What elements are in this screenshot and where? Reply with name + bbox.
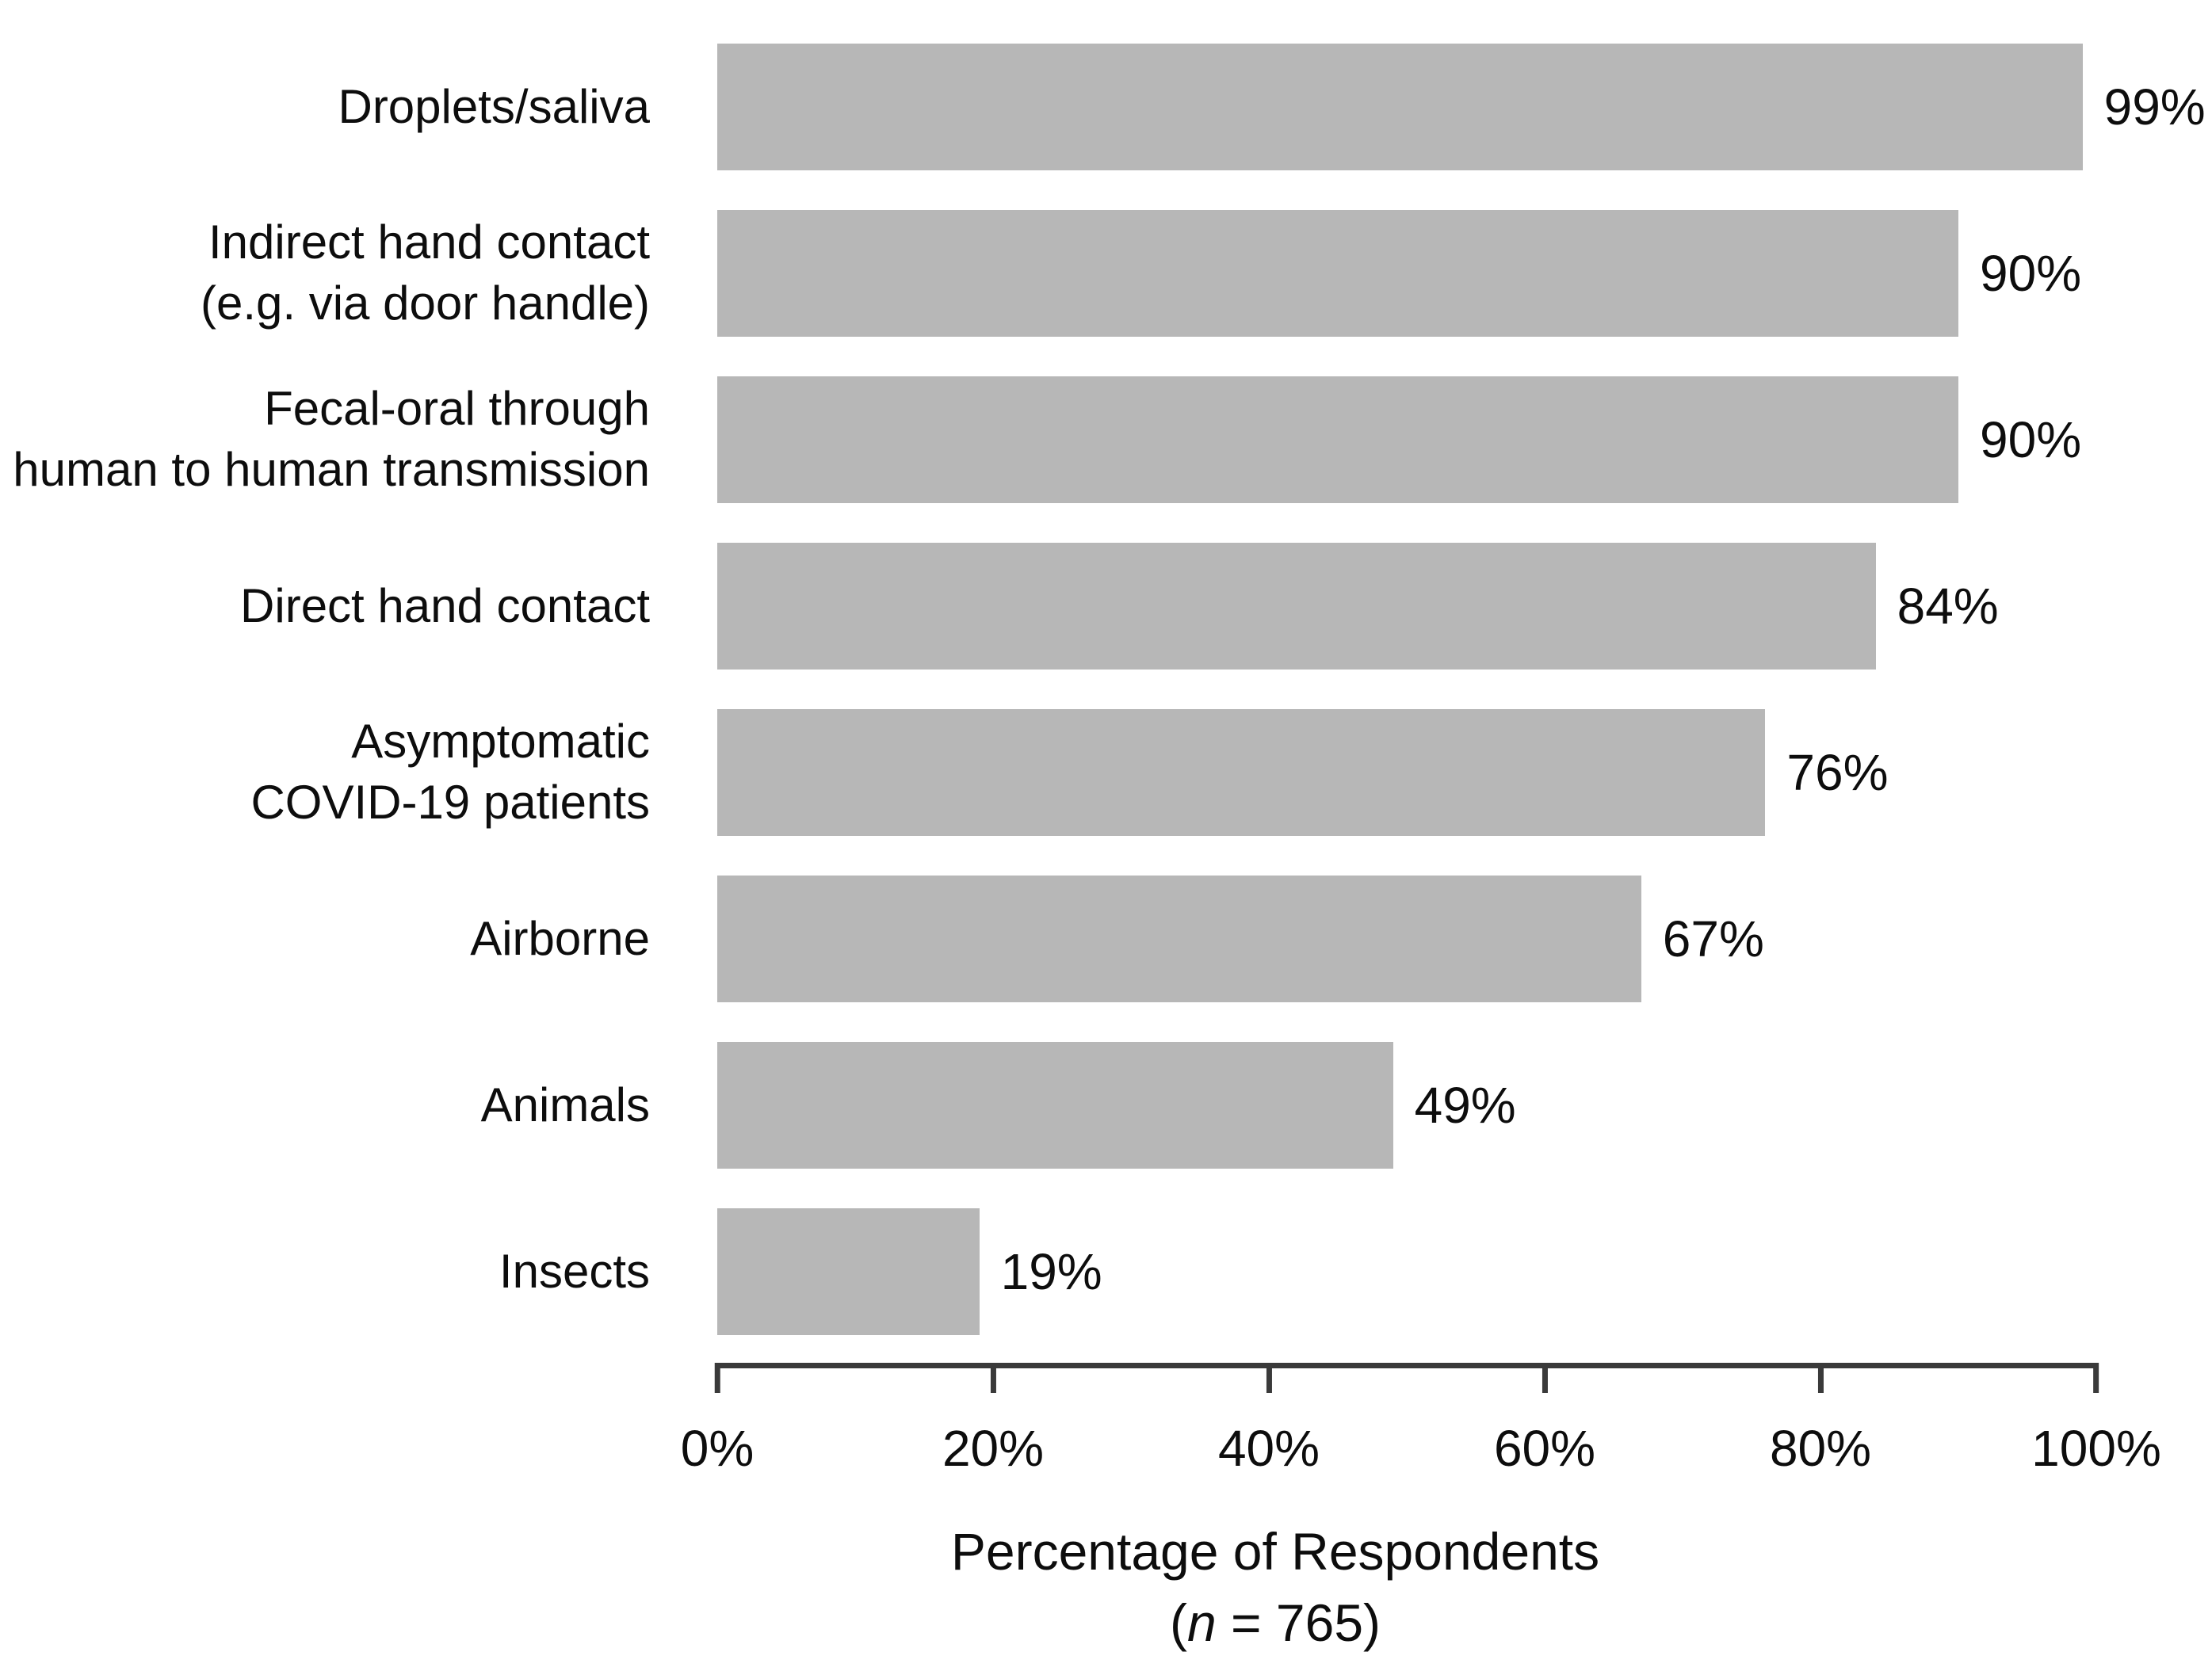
bar-row: Droplets/saliva 99%	[0, 24, 2212, 190]
x-axis-tick: 20%	[942, 1363, 1044, 1478]
category-label: Animals	[0, 1075, 717, 1136]
bar-row: Insects 19%	[0, 1188, 2212, 1355]
x-axis-row: 0% 20% 40% 60% 80% 100%	[0, 1355, 2212, 1477]
category-label: Insects	[0, 1242, 717, 1303]
value-label: 67%	[1662, 910, 1764, 967]
x-axis-tick-mark	[1817, 1363, 1824, 1393]
category-label: Direct hand contact	[0, 576, 717, 637]
category-label: Droplets/saliva	[0, 77, 717, 138]
bar	[717, 44, 2083, 170]
x-axis-tick: 60%	[1494, 1363, 1595, 1478]
x-axis-tick: 40%	[1218, 1363, 1320, 1478]
x-axis-tick-label: 60%	[1493, 1420, 1596, 1477]
bar	[717, 1042, 1393, 1169]
category-label: Asymptomatic COVID-19 patients	[0, 712, 717, 834]
x-axis-title: Percentage of Respondents	[950, 1522, 1600, 1581]
bar	[717, 876, 1641, 1002]
x-axis-subtitle-rest: = 765)	[1216, 1593, 1381, 1652]
category-label-line: Fecal-oral through	[264, 382, 650, 436]
x-axis-title-block: Percentage of Respondents (n = 765)	[586, 1521, 1965, 1653]
x-axis-subtitle-n: n	[1186, 1593, 1217, 1652]
category-label-line: (e.g. via door handle)	[200, 277, 650, 330]
category-label-line: Animals	[480, 1078, 650, 1131]
bar-row: Indirect hand contact (e.g. via door han…	[0, 190, 2212, 357]
category-label-line: Direct hand contact	[240, 578, 650, 632]
category-label-line: Airborne	[470, 911, 650, 965]
bar-track: 76%	[717, 709, 2096, 836]
x-axis-tick-label: 0%	[680, 1420, 755, 1477]
bar-track: 49%	[717, 1042, 2096, 1169]
value-label: 90%	[1980, 245, 2082, 302]
bar	[717, 376, 1958, 503]
x-axis-tick-label: 40%	[1217, 1420, 1320, 1477]
x-axis-subtitle: (n = 765)	[586, 1593, 1965, 1653]
x-axis-tick-mark	[990, 1363, 996, 1393]
x-axis-tick-mark	[2093, 1363, 2099, 1393]
bar	[717, 543, 1876, 670]
bar-row: Animals 49%	[0, 1022, 2212, 1188]
bar	[717, 709, 1766, 836]
category-label-line: COVID-19 patients	[250, 776, 650, 829]
value-label: 19%	[1000, 1243, 1102, 1300]
x-axis-tick: 100%	[2031, 1363, 2161, 1478]
x-axis-tick: 0%	[680, 1363, 755, 1478]
bar-rows: Droplets/saliva 99% Indirect hand contac…	[0, 24, 2212, 1355]
category-label: Airborne	[0, 909, 717, 970]
bar-row: Fecal-oral through human to human transm…	[0, 357, 2212, 523]
category-label: Fecal-oral through human to human transm…	[0, 379, 717, 501]
category-label: Indirect hand contact (e.g. via door han…	[0, 212, 717, 334]
x-axis-line	[717, 1363, 2096, 1368]
x-axis-tick-mark	[1266, 1363, 1272, 1393]
x-axis-tick-label: 20%	[942, 1420, 1045, 1477]
category-label-line: Asymptomatic	[351, 715, 650, 769]
value-label: 84%	[1897, 578, 1999, 635]
x-axis-tick-mark	[1542, 1363, 1548, 1393]
bar-track: 90%	[717, 376, 2096, 503]
bar-row: Asymptomatic COVID-19 patients 76%	[0, 689, 2212, 856]
bar-row: Direct hand contact 84%	[0, 523, 2212, 689]
bar	[717, 210, 1958, 337]
value-label: 76%	[1786, 744, 1889, 801]
x-axis-subtitle-open: (	[1169, 1593, 1187, 1652]
bar-track: 67%	[717, 876, 2096, 1002]
bar	[717, 1208, 980, 1335]
x-axis-spacer	[0, 1355, 717, 1466]
category-label-line: Indirect hand contact	[208, 216, 650, 269]
bar-track: 90%	[717, 210, 2096, 337]
bar-track: 84%	[717, 543, 2096, 670]
value-label: 49%	[1414, 1077, 1516, 1134]
x-axis-tick-label: 100%	[2031, 1420, 2161, 1477]
category-label-line: Insects	[499, 1244, 650, 1298]
value-label: 90%	[1980, 411, 2082, 468]
x-axis-tick: 80%	[1770, 1363, 1871, 1478]
category-label-line: Droplets/saliva	[338, 79, 651, 133]
x-axis-tick-mark	[714, 1363, 720, 1393]
bar-row: Airborne 67%	[0, 856, 2212, 1022]
value-label: 99%	[2103, 78, 2206, 135]
bar-track: 19%	[717, 1208, 2096, 1335]
x-axis: 0% 20% 40% 60% 80% 100%	[681, 1363, 2161, 1477]
category-label-line: human to human transmission	[13, 443, 650, 496]
x-axis-tick-label: 80%	[1769, 1420, 1872, 1477]
bar-track: 99%	[717, 44, 2206, 170]
